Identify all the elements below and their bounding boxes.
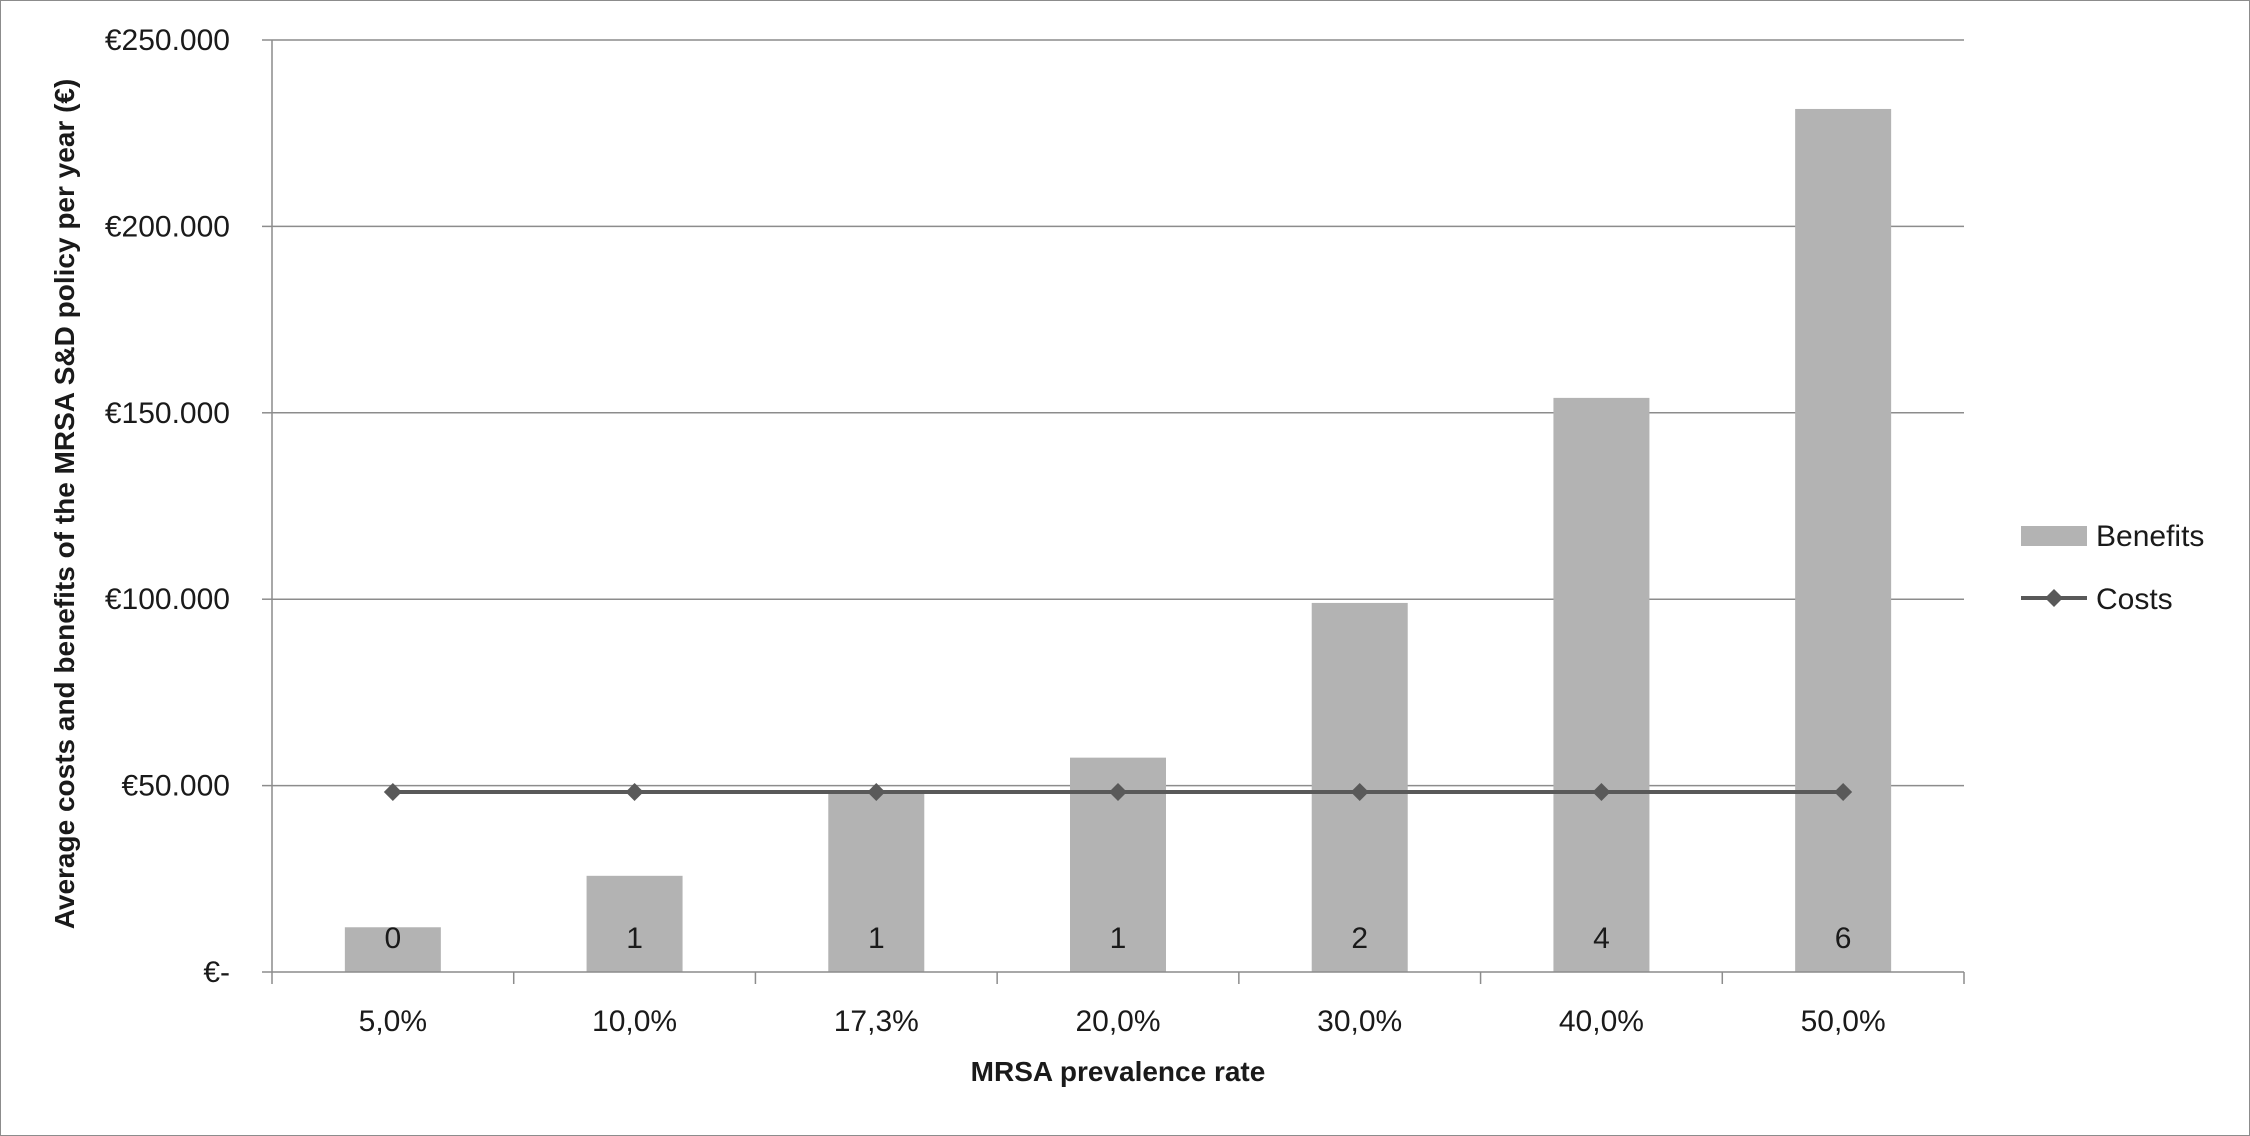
y-tick-label: €250.000 [105,24,230,57]
y-tick-label: €200.000 [105,210,230,243]
costs-point [1592,782,1611,801]
y-tick-label: €100.000 [105,583,230,616]
costs-point [383,782,402,801]
costs-point [1109,782,1127,801]
gridlines [272,39,1964,787]
benefits-bar [1795,108,1892,972]
benefits-bars [344,108,1892,972]
bar-data-label: 0 [385,922,402,955]
x-tick-label: 5,0% [359,1005,427,1038]
bar-data-label: 4 [1593,922,1610,955]
y-tick-label: €150.000 [105,397,230,430]
costs-line [383,782,1853,801]
x-tick-label: 30,0% [1317,1005,1402,1038]
benefits-bar [1553,397,1650,972]
bar-data-label: 1 [868,922,885,955]
legend-costs-marker [2045,589,2063,607]
x-tick-label: 20,0% [1075,1005,1160,1038]
benefits-bar [344,927,441,972]
legend-costs-label: Costs [2096,583,2173,616]
x-tick-label: 40,0% [1559,1005,1644,1038]
x-tick-label: 50,0% [1801,1005,1886,1038]
costs-point [867,782,886,801]
legend-benefits-label: Benefits [2096,520,2204,553]
legend: Benefits Costs [2021,520,2204,616]
x-tick-label: 17,3% [834,1005,919,1038]
labels: €- €50.000 €100.000 €150.000 €200.000 €250.00… [105,24,1886,1038]
costs-point [625,782,644,801]
axes [262,39,1965,984]
y-tick-label: €50.000 [122,770,230,803]
bar-data-label: 1 [1110,922,1127,955]
legend-benefits-swatch [2021,526,2087,546]
bar-data-label: 1 [626,922,643,955]
bar-data-label: 6 [1835,922,1852,955]
costs-point [1834,782,1853,801]
bar-data-label: 2 [1351,922,1368,955]
x-axis-title: MRSA prevalence rate [971,1056,1266,1087]
benefits-bar [586,875,683,972]
x-tick-label: 10,0% [592,1005,677,1038]
y-tick-label: €- [203,956,230,989]
benefits-bar [828,791,925,972]
y-axis-title: Average costs and benefits of the MRSA S… [49,79,80,930]
costs-point [1350,782,1369,801]
